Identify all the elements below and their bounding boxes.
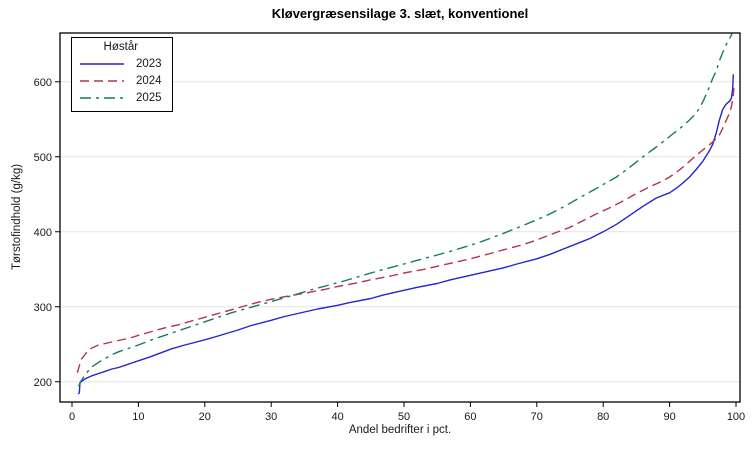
legend-item-2025: 2025 [80,89,162,106]
y-tick-label-500: 500 [34,152,52,164]
x-tick-label-40: 40 [331,411,343,423]
x-tick-label-20: 20 [199,411,211,423]
legend-swatch-2023 [80,62,124,65]
legend-label-2025: 2025 [136,91,162,104]
x-tick-label-70: 70 [531,411,543,423]
series-line-2025 [77,33,733,387]
x-tick-label-100: 100 [727,411,745,423]
y-tick-label-300: 300 [34,302,52,314]
y-tick-label-200: 200 [34,377,52,389]
y-tick-label-400: 400 [34,227,52,239]
legend-label-2023: 2023 [136,57,162,70]
legend-label-2024: 2024 [136,74,162,87]
legend-swatch-2025 [80,96,124,99]
legend-rows: 2023 2024 2025 [80,55,162,106]
x-tick-label-30: 30 [265,411,277,423]
x-tick-label-80: 80 [597,411,609,423]
series-line-2023 [77,74,734,395]
x-tick-label-50: 50 [398,411,410,423]
legend-item-2024: 2024 [80,72,162,89]
plot-frame [59,32,741,403]
legend: Høstår 2023 2024 2025 [71,37,173,112]
legend-item-2023: 2023 [80,55,162,72]
legend-title: Høstår [103,41,139,53]
series-line-2024 [76,87,735,373]
x-tick-label-0: 0 [69,411,75,423]
x-axis-label: Andel bedrifter i pct. [348,424,452,436]
chart-title: Kløvergræsensilage 3. slæt, konventionel [271,6,529,21]
x-tick-label-90: 90 [663,411,675,423]
x-tick-label-60: 60 [464,411,476,423]
legend-swatch-2024 [80,79,124,82]
y-tick-label-600: 600 [34,77,52,89]
x-tick-label-10: 10 [132,411,144,423]
